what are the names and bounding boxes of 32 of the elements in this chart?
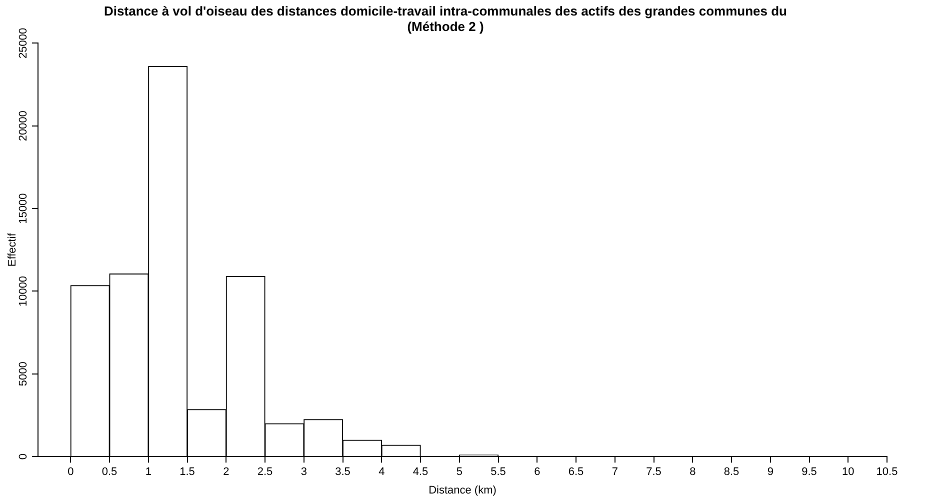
y-tick-label: 5000 — [18, 362, 30, 386]
x-tick-label: 8.5 — [724, 466, 740, 478]
y-tick-label: 20000 — [18, 110, 30, 142]
x-tick-label: 10 — [842, 466, 854, 478]
x-tick-label: 7 — [612, 466, 618, 478]
x-tick-label: 6 — [534, 466, 540, 478]
chart-title: Distance à vol d'oiseau des distances domicile-travail intra-communales des actifs des grandes communes du — [104, 3, 788, 18]
x-tick-label: 6.5 — [568, 466, 584, 478]
x-tick-label: 5 — [456, 466, 462, 478]
x-tick-label: 9.5 — [802, 466, 817, 478]
x-tick-label: 0 — [68, 466, 74, 478]
y-tick-label: 10000 — [18, 276, 30, 307]
x-tick-label: 3.5 — [335, 466, 350, 478]
x-tick-label: 9 — [767, 466, 774, 478]
x-tick-label: 5.5 — [490, 466, 506, 478]
y-tick-label: 25000 — [18, 28, 30, 58]
x-tick-label: 2.5 — [257, 466, 273, 478]
x-tick-label: 4 — [378, 466, 385, 478]
x-tick-label: 1 — [145, 466, 152, 478]
x-tick-label: 10.5 — [876, 466, 898, 478]
x-axis-title: Distance (km) — [428, 484, 496, 496]
chart-subtitle: (Méthode 2 ) — [407, 18, 484, 34]
y-tick-label: 15000 — [18, 193, 30, 224]
y-tick-label: 0 — [18, 454, 30, 460]
x-tick-label: 3 — [300, 466, 307, 478]
x-tick-label: 2 — [223, 466, 230, 478]
x-tick-label: 7.5 — [646, 466, 662, 478]
x-tick-label: 4.5 — [412, 466, 428, 478]
x-tick-label: 0.5 — [102, 466, 118, 478]
y-axis-title: Effectif — [6, 232, 19, 267]
x-tick-label: 1.5 — [180, 466, 195, 478]
x-tick-label: 8 — [690, 466, 696, 478]
